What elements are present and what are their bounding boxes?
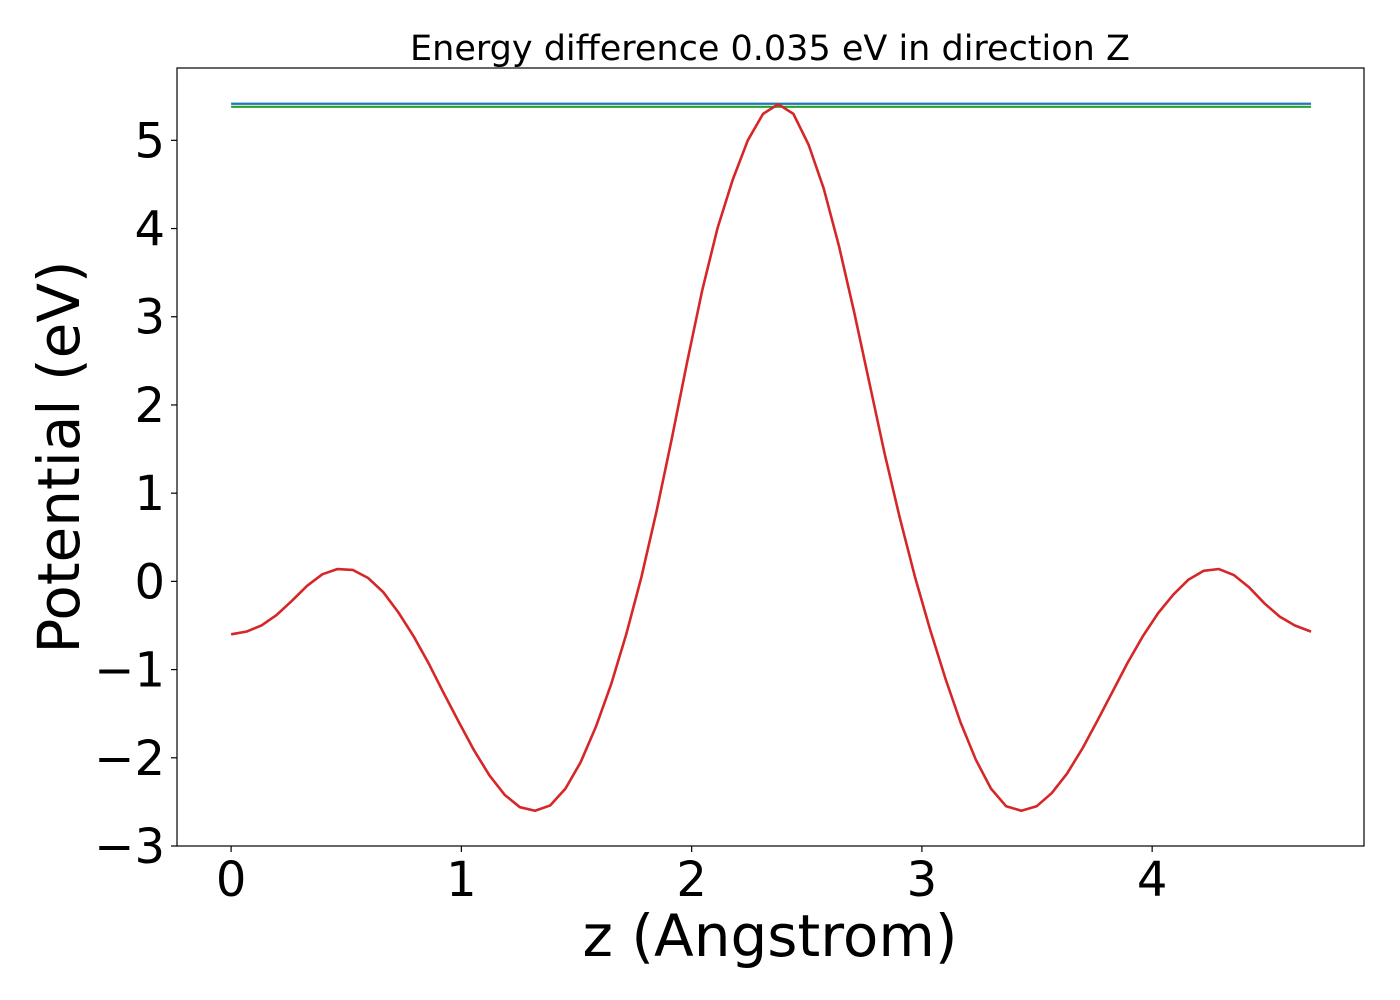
y-tick-label: 5 [134, 113, 165, 169]
chart-title: Energy difference 0.035 eV in direction … [410, 29, 1130, 69]
x-tick-label: 4 [1137, 852, 1168, 908]
y-axis-ticks: −3 −2 −1 0 1 2 3 4 5 [94, 113, 177, 875]
y-tick-label: 2 [134, 378, 165, 434]
x-tick-label: 2 [676, 852, 707, 908]
x-axis-label: z (Angstrom) [583, 902, 958, 970]
x-tick-label: 0 [216, 852, 247, 908]
series-line-3 [230, 102, 1312, 813]
y-tick-label: 0 [134, 554, 165, 610]
y-tick-label: 1 [134, 466, 165, 522]
x-tick-label: 3 [907, 852, 938, 908]
x-tick-label: 1 [446, 852, 477, 908]
y-tick-label: −2 [94, 731, 165, 787]
plot-frame [176, 67, 1365, 847]
series-layer [230, 102, 1312, 813]
y-tick-label: −3 [94, 819, 165, 875]
y-tick-label: −1 [94, 643, 165, 699]
x-axis-ticks: 0 1 2 3 4 [216, 846, 1168, 908]
y-tick-label: 3 [134, 290, 165, 346]
y-tick-label: 4 [134, 202, 165, 258]
y-axis-label: Potential (eV) [25, 260, 93, 653]
